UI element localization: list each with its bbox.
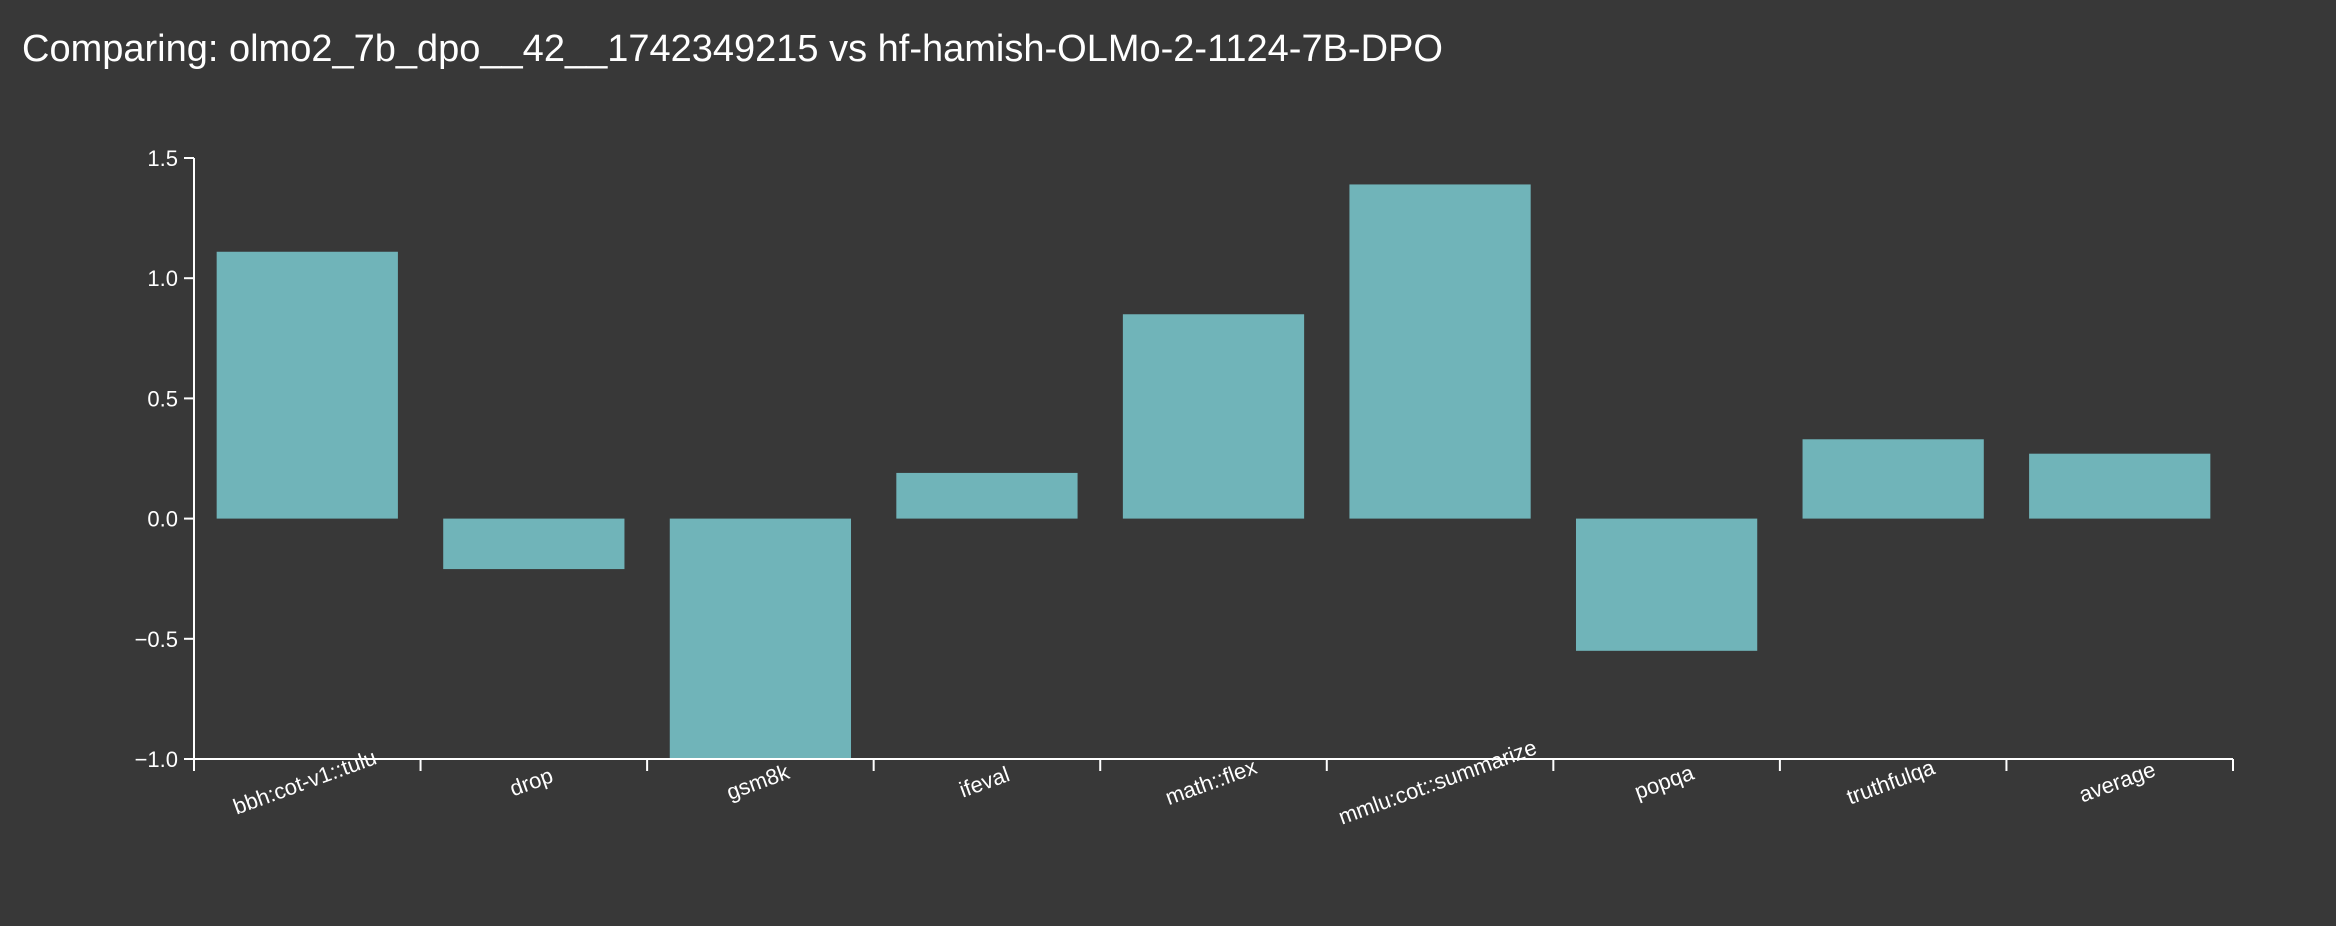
y-tick-label: 0.5 — [147, 386, 178, 411]
x-tick-label: mmlu:cot::summarize — [1335, 734, 1540, 829]
y-axis: 1.5 1.0 0.5 0.0 −0.5 −1.0 — [135, 146, 195, 772]
y-tick-label: −1.0 — [135, 747, 178, 772]
y-tick-label: 1.0 — [147, 266, 178, 291]
chart-title: Comparing: olmo2_7b_dpo__42__1742349215 … — [22, 28, 1443, 70]
x-tick-label: truthfulqa — [1843, 754, 1938, 809]
x-tick-label: popqa — [1631, 759, 1698, 804]
x-tick-label: gsm8k — [723, 759, 793, 805]
bar-popqa — [1575, 518, 1758, 651]
x-axis: bbh:cot-v1::tulu drop gsm8k ifeval math::fle… — [193, 734, 2234, 829]
x-tick-label: ifeval — [956, 761, 1013, 802]
bar-average — [2029, 453, 2211, 519]
bar-drop — [443, 518, 625, 570]
bar-ifeval — [896, 472, 1078, 519]
y-tick-label: 1.5 — [147, 146, 178, 171]
x-tick-label: average — [2076, 757, 2159, 808]
bar-mmlu:cot::summarize — [1349, 184, 1531, 519]
x-tick-label: math::flex — [1162, 754, 1260, 810]
bars-group — [216, 184, 2211, 759]
bar-math::flex — [1122, 314, 1305, 519]
y-tick-label: −0.5 — [135, 627, 178, 652]
bar-gsm8k — [669, 518, 852, 759]
x-tick-label: drop — [506, 763, 556, 802]
bar-truthfulqa — [1802, 439, 1984, 519]
x-tick-label: bbh:cot-v1::tulu — [230, 744, 380, 819]
bar-bbh:cot-v1::tulu — [216, 251, 398, 519]
y-tick-label: 0.0 — [147, 507, 178, 532]
